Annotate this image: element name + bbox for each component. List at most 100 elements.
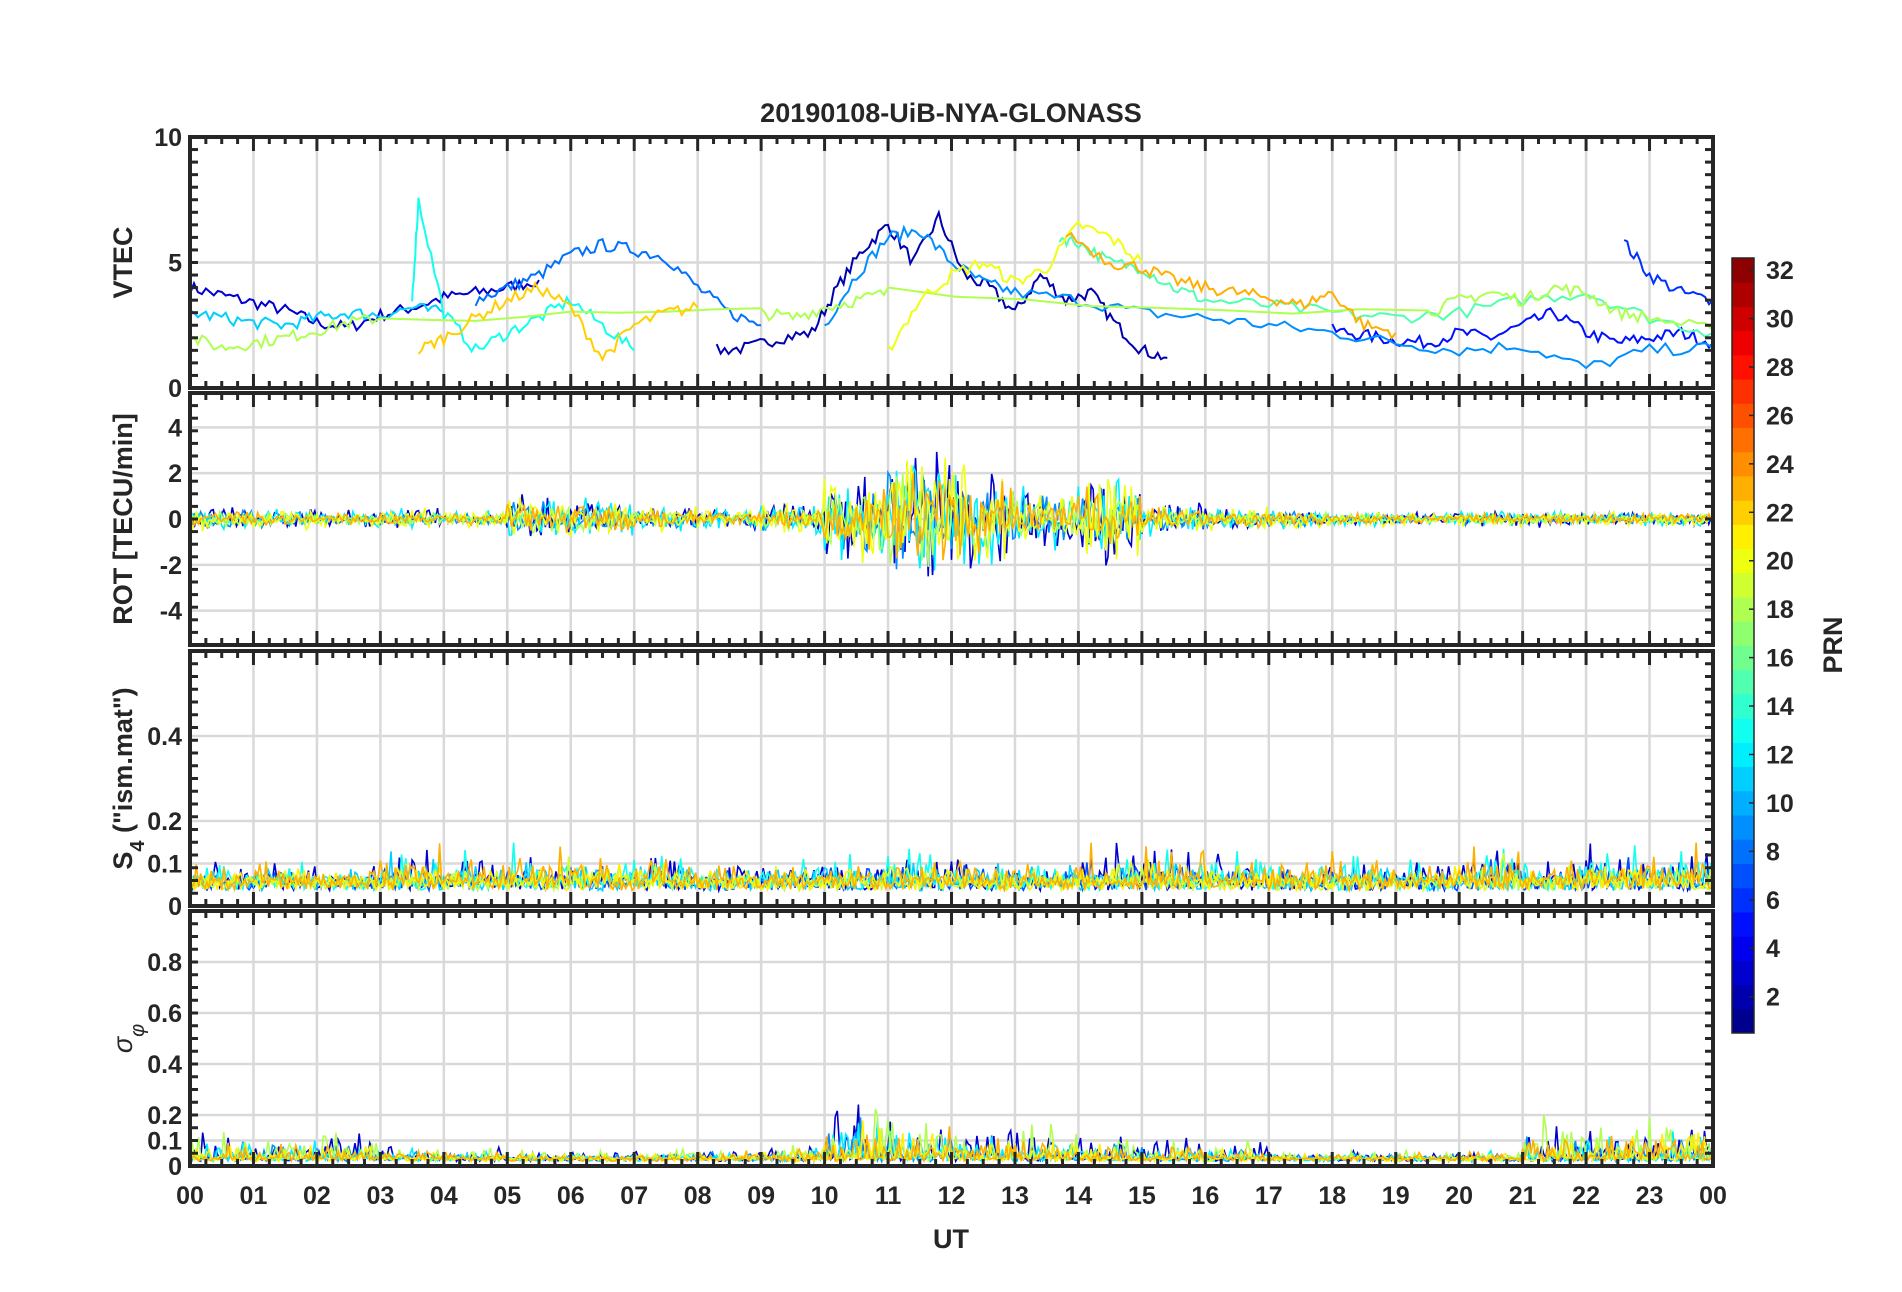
y-tick-label: 0.2 xyxy=(147,808,182,836)
panel-1: -4 -2 0 2 4 ROT [TECU/min] xyxy=(108,391,1715,647)
colorbar-tick-label: 14 xyxy=(1766,693,1794,721)
y-tick-label: 0.1 xyxy=(147,1128,182,1156)
colorbar-segment xyxy=(1732,548,1754,574)
colorbar-segment xyxy=(1732,330,1754,356)
colorbar-tick-label: 12 xyxy=(1766,741,1794,769)
x-tick-label: 16 xyxy=(1191,1182,1219,1210)
colorbar-segment xyxy=(1732,258,1754,283)
series-line-prn-23 xyxy=(190,473,1713,561)
y-tick-label: 0 xyxy=(168,1153,182,1181)
x-tick-label: 12 xyxy=(938,1182,966,1210)
series-line-prn-2 xyxy=(715,209,1168,361)
x-tick-label: 23 xyxy=(1636,1182,1664,1210)
series-group xyxy=(190,842,1713,894)
x-tick-label: 13 xyxy=(1001,1182,1029,1210)
y-axis-label-sub: φ xyxy=(127,1024,149,1037)
series-line-prn-3 xyxy=(190,278,540,332)
colorbar-segment xyxy=(1732,936,1754,961)
y-axis-label: ROT [TECU/min] xyxy=(108,413,138,624)
colorbar-segment xyxy=(1732,354,1754,380)
y-axis-label-main: σ xyxy=(108,1035,138,1053)
x-tick-label: 11 xyxy=(875,1182,902,1210)
colorbar-segment xyxy=(1732,306,1754,332)
series-line-prn-6 xyxy=(1623,239,1713,306)
y-tick-label: 4 xyxy=(168,414,182,442)
x-tick-label: 22 xyxy=(1572,1182,1600,1210)
colorbar-tick-label: 18 xyxy=(1766,596,1794,624)
x-tick-label: 21 xyxy=(1509,1182,1537,1210)
colorbar-segment xyxy=(1732,815,1754,840)
colorbar-tick-label: 6 xyxy=(1766,887,1780,915)
colorbar-segment xyxy=(1732,572,1754,598)
colorbar-segment xyxy=(1732,645,1754,671)
colorbar-tick-label: 28 xyxy=(1766,354,1794,382)
series-line-prn-22 xyxy=(417,280,699,363)
x-tick-label: 08 xyxy=(684,1182,712,1210)
colorbar-segment xyxy=(1732,718,1754,743)
y-tick-label: 0.8 xyxy=(147,949,182,977)
y-tick-label: -4 xyxy=(160,598,182,626)
x-tick-label: 10 xyxy=(811,1182,839,1210)
series-line-prn-21 xyxy=(190,863,1713,894)
x-tick-label: 14 xyxy=(1065,1182,1093,1210)
colorbar-label: PRN xyxy=(1818,616,1848,673)
colorbar-tick-label: 16 xyxy=(1766,645,1794,673)
colorbar-tick-label: 24 xyxy=(1766,451,1794,479)
series-line-prn-9 xyxy=(824,224,1713,370)
x-tick-label: 04 xyxy=(430,1182,458,1210)
x-tick-label: 15 xyxy=(1128,1182,1156,1210)
series-line-prn-23 xyxy=(1065,231,1397,341)
y-tick-label: 0.6 xyxy=(147,1000,182,1028)
x-tick-label: 01 xyxy=(240,1182,268,1210)
colorbar-segment xyxy=(1732,379,1754,404)
colorbar-segment xyxy=(1732,863,1754,889)
y-tick-label: 5 xyxy=(168,250,182,278)
x-tick-label: 17 xyxy=(1255,1182,1283,1210)
y-axis-label-sub: 4 xyxy=(127,840,149,852)
series-line-prn-20 xyxy=(887,220,1143,352)
colorbar-segment xyxy=(1732,742,1754,768)
colorbar-tick-label: 4 xyxy=(1766,935,1780,963)
colorbar-tick-label: 10 xyxy=(1766,790,1794,818)
colorbar-segment xyxy=(1732,1008,1754,1034)
colorbar-tick-label: 20 xyxy=(1766,548,1794,576)
y-tick-label: -2 xyxy=(160,552,182,580)
colorbar-segment xyxy=(1732,766,1754,792)
y-tick-label: 2 xyxy=(168,460,182,488)
colorbar-segment xyxy=(1732,839,1754,864)
colorbar-tick-label: 22 xyxy=(1766,499,1794,527)
series-line-prn-20 xyxy=(190,457,1713,564)
x-tick-label: 07 xyxy=(620,1182,648,1210)
x-tick-label: 03 xyxy=(366,1182,394,1210)
colorbar-tick-label: 32 xyxy=(1766,257,1794,285)
y-axis-label: VTEC xyxy=(108,226,138,298)
y-tick-label: 0.1 xyxy=(147,851,182,879)
x-tick-label: 20 xyxy=(1445,1182,1473,1210)
x-tick-label: 18 xyxy=(1318,1182,1346,1210)
y-axis-label: S4 ("ism.mat") xyxy=(108,687,149,869)
y-axis-label-main: S xyxy=(108,852,138,870)
panel-2: 00.10.20.4S4 ("ism.mat") xyxy=(108,649,1715,921)
panel-0: 0 5 10 VTEC xyxy=(108,124,1715,403)
series-line-prn-11 xyxy=(190,302,445,332)
colorbar-segment xyxy=(1732,693,1754,719)
colorbar-segment xyxy=(1732,887,1754,913)
x-tick-label: 00 xyxy=(1699,1182,1727,1210)
colorbar-segment xyxy=(1732,451,1754,477)
series-line-prn-23 xyxy=(190,842,1713,894)
x-tick-label: 09 xyxy=(747,1182,775,1210)
colorbar-tick-label: 8 xyxy=(1766,838,1780,866)
x-tick-label: 00 xyxy=(176,1182,204,1210)
colorbar-segment xyxy=(1732,475,1754,501)
colorbar-tick-label: 30 xyxy=(1766,306,1794,334)
colorbar-segment xyxy=(1732,427,1754,453)
y-tick-label: 0 xyxy=(168,506,182,534)
y-tick-label: 0.2 xyxy=(147,1102,182,1130)
chart-title: 20190108-UiB-NYA-GLONASS xyxy=(760,98,1142,128)
colorbar-segment xyxy=(1732,669,1754,695)
series-line-prn-18 xyxy=(190,283,1713,352)
colorbar-tick-label: 2 xyxy=(1766,984,1780,1012)
